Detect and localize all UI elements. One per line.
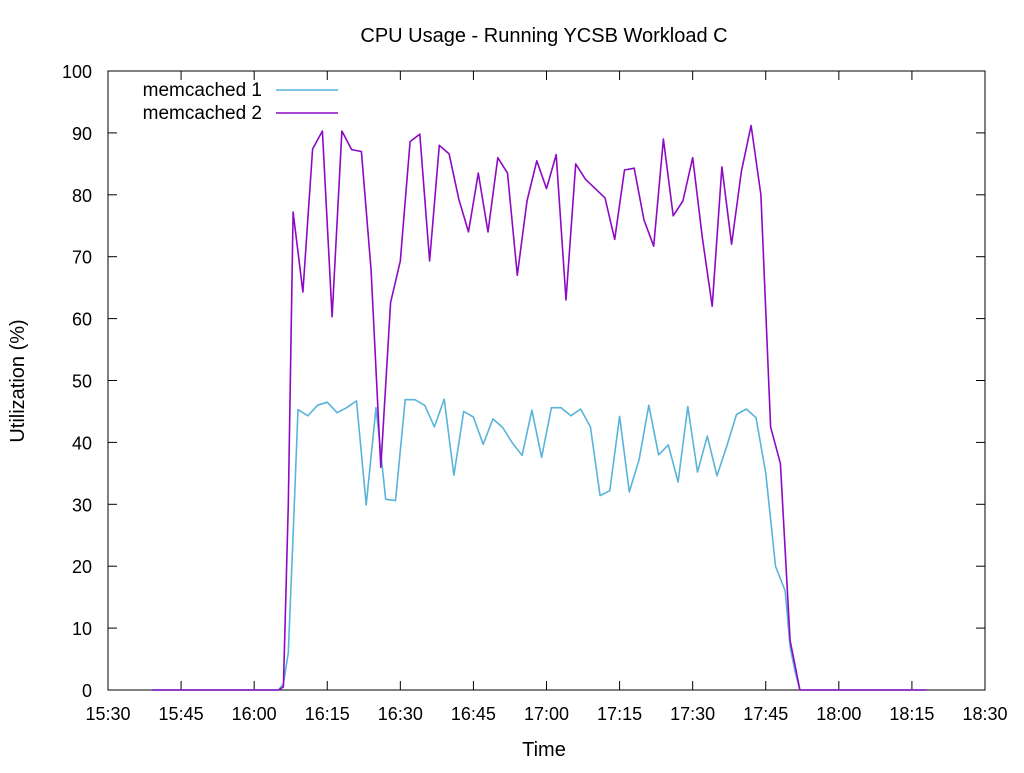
y-tick-label: 60 (72, 310, 92, 330)
y-tick-label: 100 (62, 62, 92, 82)
x-tick-label: 18:30 (962, 704, 1007, 724)
x-tick-label: 17:30 (670, 704, 715, 724)
plot-border (107, 70, 986, 691)
plot-area (107, 70, 986, 691)
y-tick-label: 10 (72, 619, 92, 639)
series-line-1 (151, 398, 927, 691)
y-tick-label: 40 (72, 433, 92, 453)
legend-label-1: memcached 1 (143, 80, 262, 101)
x-tick-label: 18:15 (889, 704, 934, 724)
x-tick-label: 16:45 (451, 704, 496, 724)
y-tick-label: 0 (82, 681, 92, 701)
y-axis: 0 10 20 30 40 50 60 70 80 90 100 (62, 62, 985, 701)
y-tick-label: 80 (72, 186, 92, 206)
y-tick-label: 70 (72, 248, 92, 268)
y-tick-label: 50 (72, 372, 92, 392)
x-tick-label: 18:00 (816, 704, 861, 724)
x-tick-label: 17:00 (524, 704, 569, 724)
y-tick-label: 30 (72, 495, 92, 515)
x-tick-label: 16:15 (305, 704, 350, 724)
x-tick-label: 17:15 (597, 704, 642, 724)
x-tick-label: 17:45 (743, 704, 788, 724)
series-line-2 (151, 124, 927, 691)
legend-label-2: memcached 2 (143, 103, 262, 124)
x-axis: 15:30 15:45 16:00 16:15 16:30 16:45 17:00 17:15… (85, 71, 1008, 724)
x-axis-label: Time (522, 739, 566, 761)
series-layer (151, 124, 927, 691)
x-tick-label: 15:30 (85, 704, 130, 724)
y-axis-label: Utilization (%) (7, 319, 29, 442)
chart-title: CPU Usage - Running YCSB Workload C (360, 25, 727, 47)
y-tick-label: 90 (72, 124, 92, 144)
x-tick-label: 16:30 (378, 704, 423, 724)
x-tick-label: 15:45 (159, 704, 204, 724)
y-tick-label: 20 (72, 557, 92, 577)
x-tick-label: 16:00 (232, 704, 277, 724)
